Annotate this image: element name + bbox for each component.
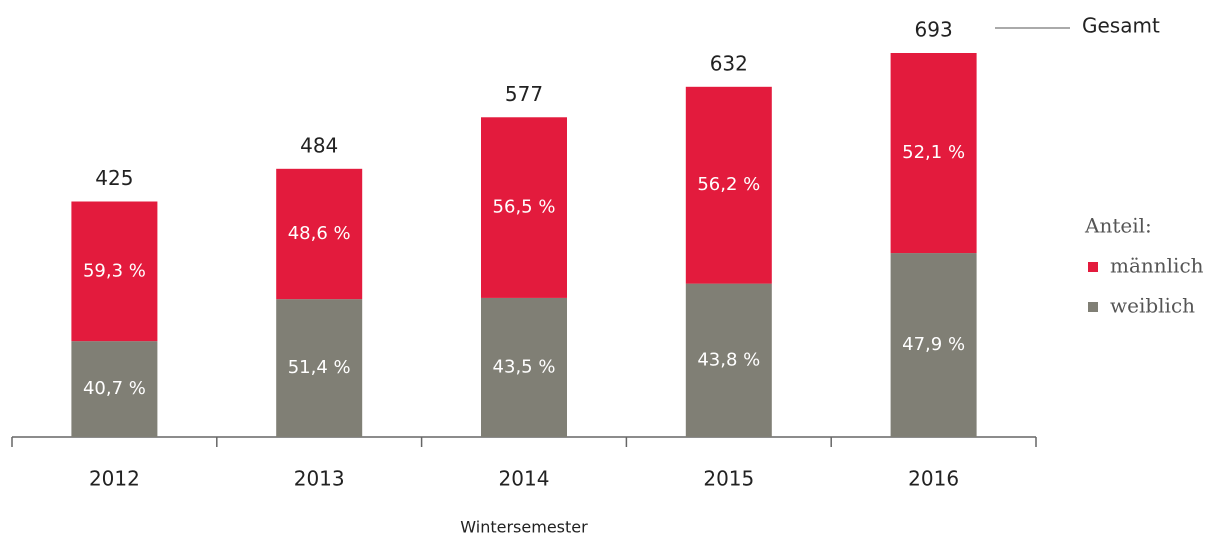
total-label: Gesamt	[1082, 14, 1160, 38]
total-value: 693	[915, 18, 953, 42]
x-tick-label: 2012	[89, 467, 140, 491]
bar-segment	[276, 299, 363, 437]
data-label: 47,9 %	[902, 334, 965, 355]
bar-segment	[71, 201, 158, 342]
legend-label: weiblich	[1110, 294, 1195, 318]
x-tick-label: 2016	[908, 467, 959, 491]
x-tick-label: 2013	[294, 467, 345, 491]
data-label: 52,1 %	[902, 142, 965, 163]
bar-segment	[890, 53, 977, 254]
total-value: 425	[95, 166, 133, 190]
bar-segment	[71, 341, 158, 437]
total-value: 632	[710, 51, 748, 75]
data-label: 56,5 %	[493, 197, 556, 218]
x-tick-label: 2014	[499, 467, 550, 491]
legend-swatch	[1088, 262, 1098, 272]
legend-label: männlich	[1110, 254, 1204, 278]
data-label: 48,6 %	[288, 223, 351, 244]
data-label: 56,2 %	[697, 174, 760, 195]
legend-title: Anteil:	[1084, 214, 1152, 238]
legend-swatch	[1088, 302, 1098, 312]
total-value: 577	[505, 82, 543, 106]
bar-segment	[685, 283, 772, 437]
total-value: 484	[300, 133, 338, 157]
data-label: 51,4 %	[288, 357, 351, 378]
bar-segment	[481, 117, 567, 298]
data-label: 40,7 %	[83, 378, 146, 399]
data-label: 43,5 %	[493, 356, 556, 377]
bar-segment	[481, 297, 567, 437]
bar-segment	[890, 253, 977, 437]
data-label: 59,3 %	[83, 260, 146, 281]
x-tick-label: 2015	[703, 467, 754, 491]
data-label: 43,8 %	[697, 349, 760, 370]
x-axis-label: Wintersemester	[460, 518, 588, 537]
bar-segment	[276, 168, 363, 300]
bar-segment	[685, 86, 772, 284]
